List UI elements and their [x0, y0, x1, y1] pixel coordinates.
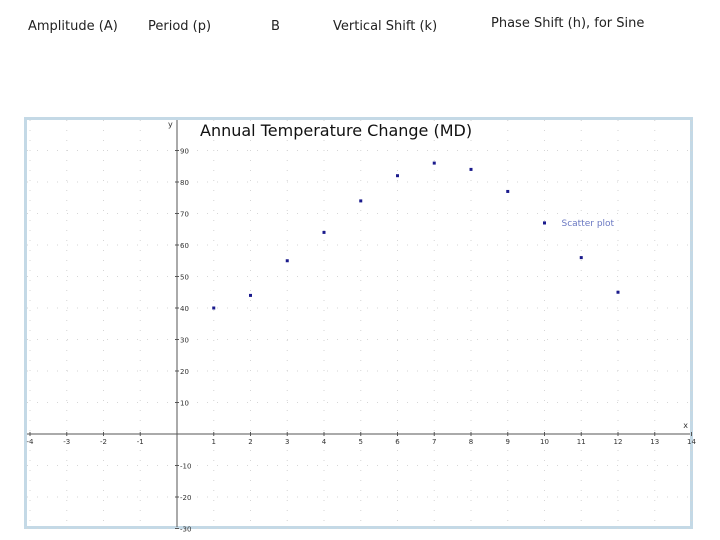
data-point [616, 290, 620, 294]
x-tick-label: -1 [137, 438, 144, 446]
legend: Scatter plot [543, 219, 615, 229]
axes: xy [27, 120, 692, 529]
x-tick-label: 13 [650, 438, 659, 446]
grid [27, 120, 692, 529]
phase-shift-header: Phase Shift (h), for Sine [491, 16, 645, 31]
y-tick-label: -10 [180, 463, 191, 471]
data-point [506, 189, 510, 193]
data-point [396, 174, 399, 178]
data-point [359, 199, 363, 203]
x-tick-label: 9 [506, 438, 510, 446]
y-tick-label: 40 [180, 305, 189, 313]
data-points [212, 161, 620, 310]
y-axis-label: y [168, 120, 173, 129]
x-tick-label: 6 [395, 438, 400, 446]
data-point [212, 306, 216, 310]
x-tick-label: -2 [100, 438, 107, 446]
x-tick-label: 1 [212, 438, 216, 446]
y-tick-label: 80 [180, 179, 189, 187]
x-tick-label: 2 [248, 438, 252, 446]
chart-title: Annual Temperature Change (MD) [197, 121, 476, 140]
x-axis-label: x [683, 421, 688, 430]
data-point [285, 259, 289, 263]
y-tick-label: 70 [180, 211, 189, 219]
legend-label: Scatter plot [562, 219, 615, 229]
x-tick-label: 11 [577, 438, 586, 446]
data-point [249, 293, 252, 297]
b-header: B [271, 19, 280, 34]
period-header: Period (p) [148, 19, 212, 34]
data-point [469, 167, 473, 171]
x-tick-label: 3 [285, 438, 289, 446]
y-tick-label: 50 [180, 274, 189, 282]
x-tick-label: 12 [614, 438, 623, 446]
x-tick-label: 8 [469, 438, 473, 446]
x-tick-label: 5 [359, 438, 363, 446]
x-tick-label: 7 [432, 438, 436, 446]
x-tick-label: -4 [27, 438, 35, 446]
y-tick-label: 60 [180, 242, 189, 250]
data-point [432, 161, 436, 165]
data-point [322, 230, 326, 234]
x-tick-label: 14 [687, 438, 696, 446]
y-tick-label: 10 [180, 400, 189, 408]
y-tick-label: 30 [180, 337, 189, 345]
x-tick-label: -3 [63, 438, 70, 446]
y-tick-label: -30 [180, 526, 191, 534]
y-tick-label: 20 [180, 368, 189, 376]
tick-labels: -4 -3 -2 -1 1 2 3 4 5 6 7 8 9 10 11 12 13 149080706050403… [27, 148, 697, 534]
data-point [579, 256, 583, 260]
vertical-shift-header: Vertical Shift (k) [333, 19, 438, 34]
x-tick-label: 10 [540, 438, 549, 446]
amplitude-header: Amplitude (A) [28, 19, 118, 34]
y-tick-label: -20 [180, 494, 191, 502]
legend-marker [543, 221, 546, 225]
y-tick-label: 90 [180, 148, 189, 156]
x-tick-label: 4 [322, 438, 327, 446]
